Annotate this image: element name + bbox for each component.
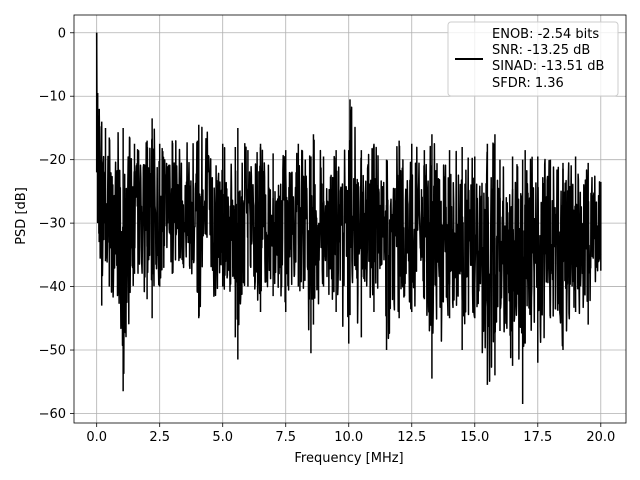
y-axis-label: PSD [dB] xyxy=(14,187,29,245)
axes xyxy=(70,14,627,427)
y-tick-label: −60 xyxy=(39,407,66,422)
x-tick-label: 2.5 xyxy=(149,430,170,445)
y-tick-label: 0 xyxy=(58,26,66,41)
x-tick-label: 5.0 xyxy=(212,430,233,445)
y-tick-label: −30 xyxy=(39,217,66,232)
y-tick-label: −20 xyxy=(39,153,66,168)
legend-sfdr: SFDR: 1.36 xyxy=(492,76,564,91)
y-tick-label: −50 xyxy=(39,344,66,359)
x-tick-label: 7.5 xyxy=(275,430,296,445)
x-tick-label: 20.0 xyxy=(586,430,615,445)
legend: ENOB: -2.54 bits SNR: -13.25 dB SINAD: -… xyxy=(447,21,619,97)
legend-enob: ENOB: -2.54 bits xyxy=(492,27,599,42)
legend-box xyxy=(447,21,619,97)
y-tick-label: −40 xyxy=(39,280,66,295)
tick-labels: 0.0 2.5 5.0 7.5 10.0 12.5 15.0 17.5 20.0 0 −10 −20 −… xyxy=(39,26,616,445)
x-tick-label: 10.0 xyxy=(334,430,363,445)
y-tick-label: −10 xyxy=(39,90,66,105)
x-axis-label: Frequency [MHz] xyxy=(294,451,403,466)
legend-snr: SNR: -13.25 dB xyxy=(492,43,590,58)
psd-series xyxy=(95,32,602,404)
x-tick-label: 17.5 xyxy=(523,430,552,445)
x-tick-label: 12.5 xyxy=(397,430,426,445)
x-tick-label: 0.0 xyxy=(86,430,107,445)
plot-frame xyxy=(73,14,627,424)
legend-sinad: SINAD: -13.51 dB xyxy=(492,59,604,74)
x-tick-label: 15.0 xyxy=(460,430,489,445)
